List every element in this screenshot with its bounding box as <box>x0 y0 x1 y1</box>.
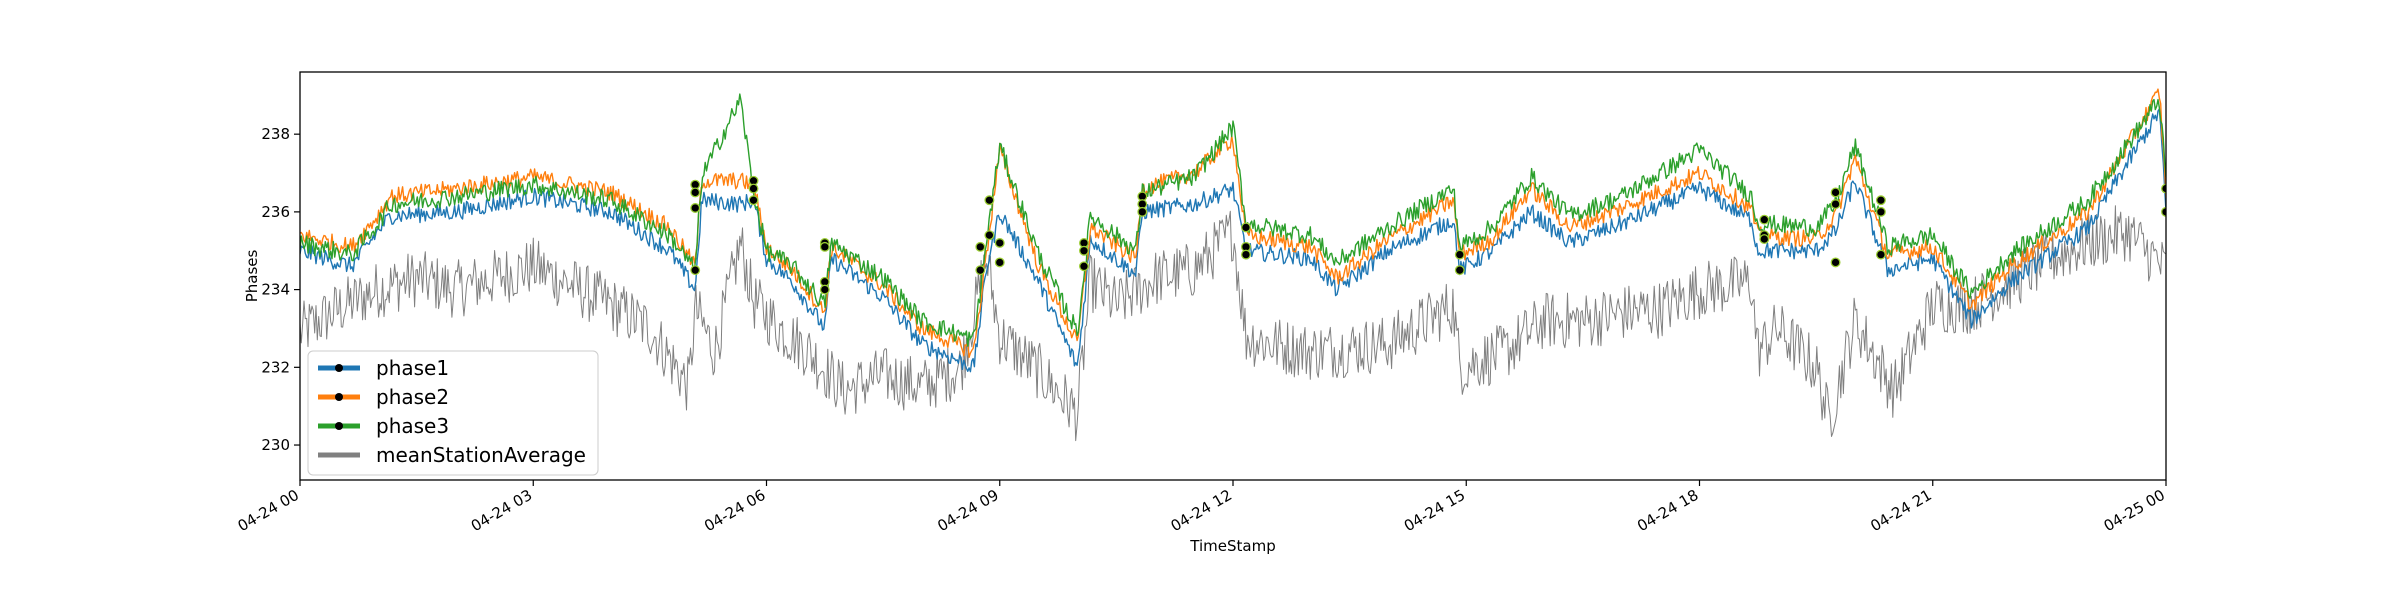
y-tick-label: 232 <box>261 358 290 376</box>
event-marker <box>819 284 830 295</box>
x-tick-label: 04-25 00 <box>2101 486 2168 535</box>
legend-box <box>307 350 599 476</box>
event-marker <box>1759 234 1770 245</box>
legend: phase1 phase2 phase3 meanStationAverage <box>307 350 599 476</box>
legend-item-phase2: phase2 <box>318 385 449 409</box>
legend-item-meanStationAverage: meanStationAverage <box>318 443 586 467</box>
x-tick-label: 04-24 15 <box>1401 486 1468 535</box>
event-marker <box>748 195 759 206</box>
event-marker <box>690 265 701 276</box>
legend-label: phase3 <box>376 414 449 438</box>
event-marker <box>975 265 986 276</box>
legend-marker <box>335 364 343 372</box>
x-axis-label: TimeStamp <box>1189 537 1275 555</box>
x-tick-label: 04-24 09 <box>934 486 1001 535</box>
x-tick-label: 04-24 00 <box>235 486 302 535</box>
event-marker <box>984 195 995 206</box>
event-marker <box>1137 206 1148 217</box>
event-markers <box>690 175 2166 295</box>
event-marker <box>1454 249 1465 260</box>
series-line-meanStationAverage <box>300 205 2166 442</box>
event-marker <box>1079 245 1089 256</box>
event-marker <box>1875 195 1886 206</box>
x-tick-label: 04-24 12 <box>1168 486 1235 535</box>
event-marker <box>1759 214 1770 225</box>
legend-label: meanStationAverage <box>376 443 586 467</box>
event-marker <box>994 257 1005 268</box>
x-tick-label: 04-24 06 <box>701 486 768 535</box>
event-marker <box>1454 265 1465 276</box>
event-marker <box>1079 261 1089 272</box>
event-marker <box>1875 249 1886 260</box>
event-marker <box>1241 249 1251 260</box>
x-tick-label: 04-24 21 <box>1867 486 1934 535</box>
y-axis-label: Phases <box>243 250 261 303</box>
series-line-phase1 <box>300 108 2166 373</box>
x-tick-label: 04-24 03 <box>468 486 535 535</box>
legend-label: phase1 <box>376 356 449 380</box>
event-marker <box>975 241 986 252</box>
series-line-phase2 <box>300 88 2166 358</box>
legend-marker <box>335 422 343 430</box>
event-marker <box>690 203 701 213</box>
plot-area <box>300 88 2166 442</box>
y-tick-label: 238 <box>261 125 290 143</box>
event-marker <box>994 238 1005 248</box>
legend-item-phase1: phase1 <box>318 356 449 380</box>
event-marker <box>748 183 759 194</box>
event-marker <box>690 187 701 198</box>
event-marker <box>1875 206 1886 217</box>
x-tick-label: 04-24 18 <box>1634 486 1701 535</box>
legend-marker <box>335 393 343 401</box>
event-marker <box>984 230 995 241</box>
series-line-phase3 <box>300 93 2166 347</box>
y-tick-label: 234 <box>261 281 290 299</box>
legend-label: phase2 <box>376 385 449 409</box>
event-marker <box>1830 199 1841 210</box>
series-group <box>300 88 2166 442</box>
event-marker <box>1241 222 1251 233</box>
event-marker <box>1830 257 1841 268</box>
event-marker <box>1830 187 1841 198</box>
y-tick-label: 236 <box>261 203 290 221</box>
legend-item-phase3: phase3 <box>318 414 449 438</box>
event-marker <box>819 241 830 252</box>
y-tick-label: 230 <box>261 436 290 454</box>
